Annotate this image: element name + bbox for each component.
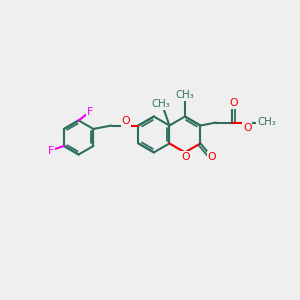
Text: CH₃: CH₃ [151, 99, 170, 109]
Text: F: F [48, 146, 55, 156]
Text: O: O [230, 98, 239, 108]
Text: CH₃: CH₃ [176, 90, 194, 100]
Text: O: O [181, 152, 190, 162]
Text: CH₃: CH₃ [257, 117, 276, 127]
Text: O: O [122, 116, 130, 126]
Text: O: O [208, 152, 216, 162]
Text: F: F [87, 107, 93, 117]
Text: O: O [243, 123, 252, 133]
